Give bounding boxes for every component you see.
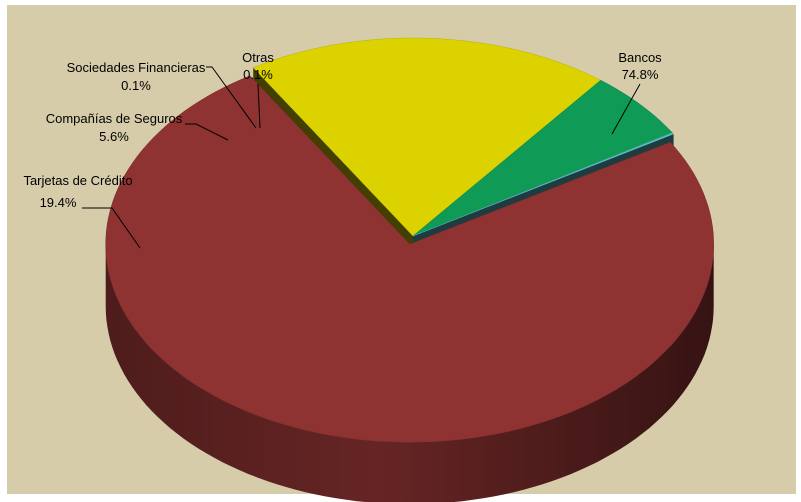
slice-value-sociedades: 0.1% — [121, 78, 151, 93]
slice-label-seguros: Compañías de Seguros — [46, 111, 183, 126]
slice-value-seguros: 5.6% — [99, 129, 129, 144]
slice-otras — [412, 132, 675, 237]
slice-value-otras: 0.1% — [243, 67, 273, 82]
slice-bancos — [105, 75, 714, 443]
pie-tops — [105, 37, 714, 443]
leader-seguros — [185, 123, 229, 141]
leader-bancos — [611, 83, 641, 135]
leader-otras — [257, 83, 261, 129]
slice-label-otras: Otras — [242, 50, 274, 65]
leader-sociedades — [206, 66, 257, 129]
slice-value-tarjetas: 19.4% — [40, 195, 77, 210]
slice-companias-de-seguros — [412, 79, 673, 237]
slice-label-sociedades: Sociedades Financieras — [67, 60, 206, 75]
slice-value-bancos: 74.8% — [622, 67, 659, 82]
slice-wall-bancos — [105, 244, 714, 502]
leader-lines — [82, 66, 641, 249]
slice-tarjetas-de-credito — [252, 37, 602, 237]
slice-label-tarjetas: Tarjetas de Crédito — [23, 173, 132, 188]
leader-tarjetas — [82, 207, 141, 249]
slice-label-bancos: Bancos — [618, 50, 662, 65]
